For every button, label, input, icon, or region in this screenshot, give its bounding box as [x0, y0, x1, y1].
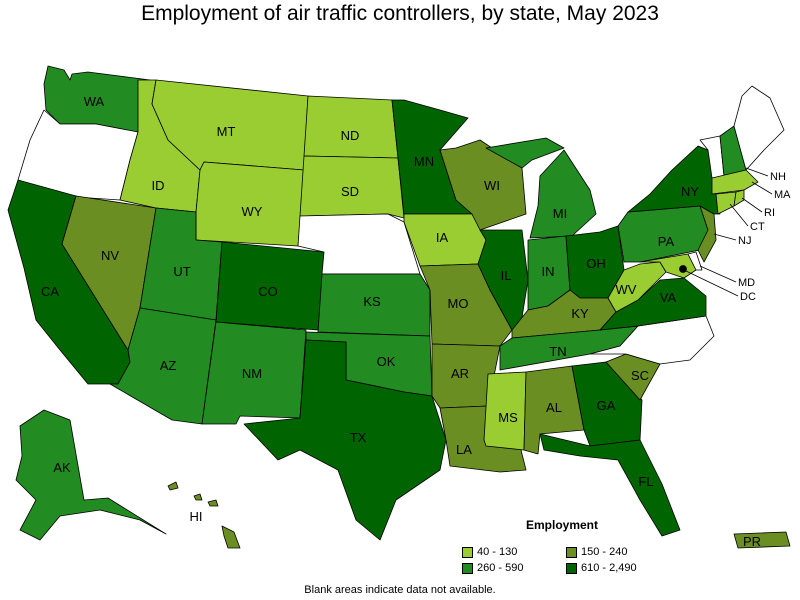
label-WA: WA [84, 94, 105, 109]
label-TN: TN [549, 344, 566, 359]
footnote: Blank areas indicate data not available. [304, 584, 496, 596]
label-AK: AK [53, 460, 71, 475]
state-SD[interactable] [299, 155, 405, 219]
state-MA[interactable] [711, 169, 759, 195]
state-KS[interactable] [317, 273, 431, 337]
label-GA: GA [597, 398, 616, 413]
label-IL: IL [501, 268, 512, 283]
legend-swatch [462, 546, 473, 558]
label-UT: UT [173, 264, 190, 279]
label-WI: WI [484, 178, 500, 193]
label-IN: IN [542, 264, 555, 279]
label-ID: ID [152, 178, 165, 193]
label-PR: PR [743, 534, 761, 549]
legend: Employment 40 - 130 150 - 240 260 - 590 … [462, 518, 662, 574]
state-NM[interactable] [201, 321, 307, 425]
legend-item: 150 - 240 [566, 546, 666, 558]
state-FL[interactable] [539, 433, 681, 537]
legend-item: 260 - 590 [462, 562, 566, 574]
label-OK: OK [377, 354, 396, 369]
legend-label: 40 - 130 [477, 546, 518, 558]
label-HI: HI [190, 509, 203, 524]
map-title: Employment of air traffic controllers, b… [141, 2, 659, 25]
label-KY: KY [571, 306, 589, 321]
legend-item: 610 - 2,490 [566, 562, 666, 574]
label-VA: VA [660, 290, 677, 305]
label-DC: DC [740, 291, 756, 303]
label-SC: SC [631, 368, 649, 383]
label-IA: IA [436, 230, 449, 245]
label-CA: CA [41, 284, 59, 299]
label-NJ: NJ [738, 235, 751, 247]
label-PA: PA [658, 234, 675, 249]
northeast-callouts [683, 167, 773, 297]
legend-swatch [566, 546, 577, 558]
legend-items: 40 - 130 150 - 240 260 - 590 610 - 2,490 [462, 546, 662, 574]
legend-swatch [566, 562, 577, 574]
label-ND: ND [341, 128, 360, 143]
label-MD: MD [738, 277, 755, 289]
label-LA: LA [456, 442, 472, 457]
state-CT[interactable] [715, 191, 737, 215]
state-TX[interactable] [243, 339, 447, 541]
label-MT: MT [217, 124, 236, 139]
state-HI[interactable] [167, 481, 241, 549]
state-DC[interactable] [679, 265, 687, 273]
label-RI: RI [764, 207, 775, 219]
state-NY[interactable] [627, 145, 721, 215]
label-MA: MA [774, 189, 791, 201]
label-NM: NM [242, 366, 262, 381]
label-SD: SD [341, 184, 359, 199]
state-MS[interactable] [483, 371, 527, 451]
label-WV: WV [616, 282, 637, 297]
label-AR: AR [451, 366, 469, 381]
state-RI[interactable] [733, 189, 745, 207]
label-MS: MS [498, 410, 518, 425]
legend-label: 260 - 590 [477, 562, 524, 574]
state-AK[interactable] [15, 409, 167, 541]
state-ME[interactable] [733, 85, 785, 171]
label-FL: FL [638, 474, 653, 489]
label-MI: MI [553, 206, 567, 221]
label-NV: NV [101, 248, 119, 263]
label-NH: NH [770, 171, 786, 183]
label-CO: CO [258, 284, 278, 299]
legend-swatch [462, 562, 473, 574]
label-TX: TX [350, 430, 367, 445]
label-NY: NY [681, 184, 699, 199]
label-OH: OH [586, 256, 606, 271]
label-KS: KS [363, 294, 381, 309]
label-CT: CT [750, 221, 765, 233]
state-MI[interactable] [485, 137, 597, 239]
state-PR[interactable] [733, 531, 791, 549]
legend-label: 150 - 240 [581, 546, 628, 558]
label-WY: WY [242, 204, 263, 219]
label-MN: MN [414, 154, 434, 169]
state-DE[interactable] [687, 251, 703, 271]
legend-item: 40 - 130 [462, 546, 566, 558]
state-ND[interactable] [303, 95, 399, 159]
legend-label: 610 - 2,490 [581, 562, 637, 574]
label-AL: AL [546, 400, 562, 415]
label-MO: MO [448, 296, 469, 311]
label-AZ: AZ [160, 358, 177, 373]
legend-title: Employment [525, 518, 598, 532]
